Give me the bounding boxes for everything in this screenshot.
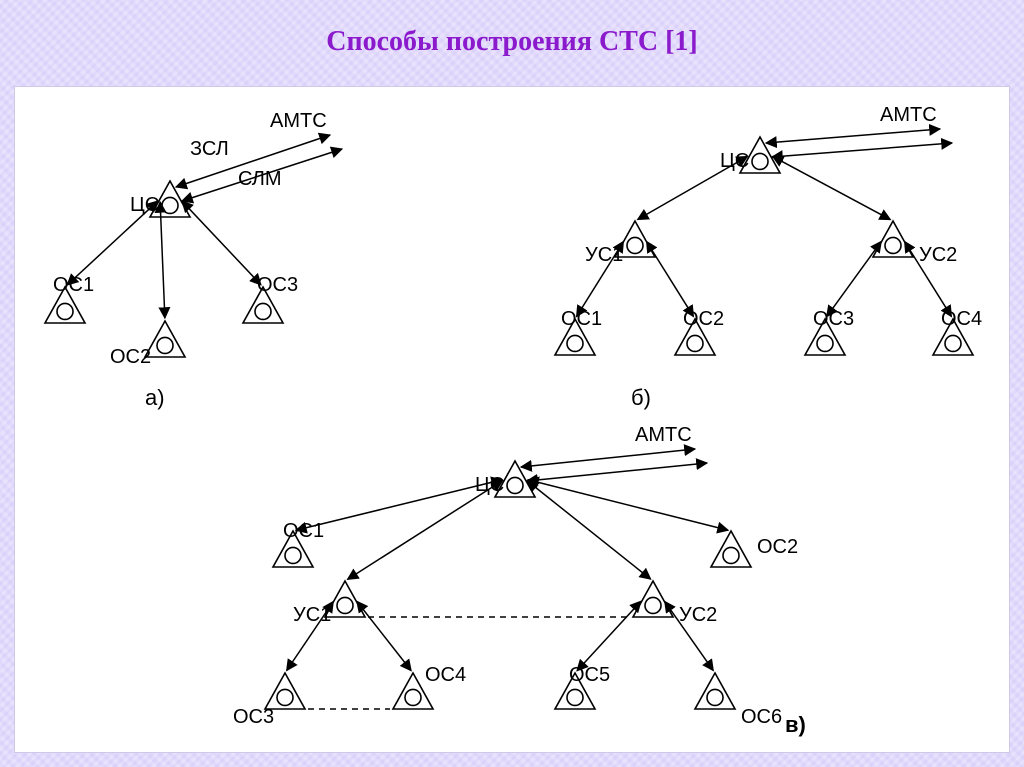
label: УС2 [679,604,717,626]
label: ЦС [720,150,749,172]
node [633,581,673,617]
edge [160,202,165,318]
label: ОС1 [561,308,602,330]
edge [773,156,891,219]
label: УС1 [585,244,623,266]
label: УС2 [919,244,957,266]
label: АМТС [880,104,937,126]
label: ОС5 [569,664,610,686]
label: ЦС [130,194,159,216]
diagram-panel: ЦС OC1 OC2 OC3 АМТС ЗСЛ СЛМ ЦС УС1 УС2 ОС1 ОС2 ОС3 ОС… [14,86,1010,753]
label: АМТС [270,110,327,132]
caption-c: в) [785,712,806,737]
edge [772,143,952,157]
label: OC3 [257,274,298,296]
label: OC2 [110,346,151,368]
edge [357,601,411,670]
label: ОС6 [741,706,782,728]
node [695,673,735,709]
edge [527,463,707,481]
label: ОС2 [757,536,798,558]
label: OC1 [53,274,94,296]
edge [182,201,261,285]
label: ОС4 [425,664,466,686]
label: ОС2 [683,308,724,330]
label: ОС1 [283,520,324,542]
label: ЗСЛ [190,138,229,160]
edge [296,480,502,531]
node [265,673,305,709]
node [711,531,751,567]
edge [827,241,881,316]
label: ОС3 [233,706,274,728]
label: УС1 [293,604,331,626]
edge [647,242,694,317]
label: ОС3 [813,308,854,330]
edge [766,129,940,143]
page-title: Способы построения СТС [1] [0,26,1024,58]
label: а) [145,385,165,410]
diagram-svg: ЦС OC1 OC2 OC3 АМТС ЗСЛ СЛМ ЦС УС1 УС2 ОС1 ОС2 ОС3 ОС… [15,87,1011,754]
label: АМТС [635,424,692,446]
edge [577,601,641,671]
label: ЦС [475,474,504,496]
node [873,221,913,257]
edge [521,449,695,467]
label: б) [631,385,651,410]
label: ОС4 [941,308,982,330]
label: СЛМ [238,168,282,190]
